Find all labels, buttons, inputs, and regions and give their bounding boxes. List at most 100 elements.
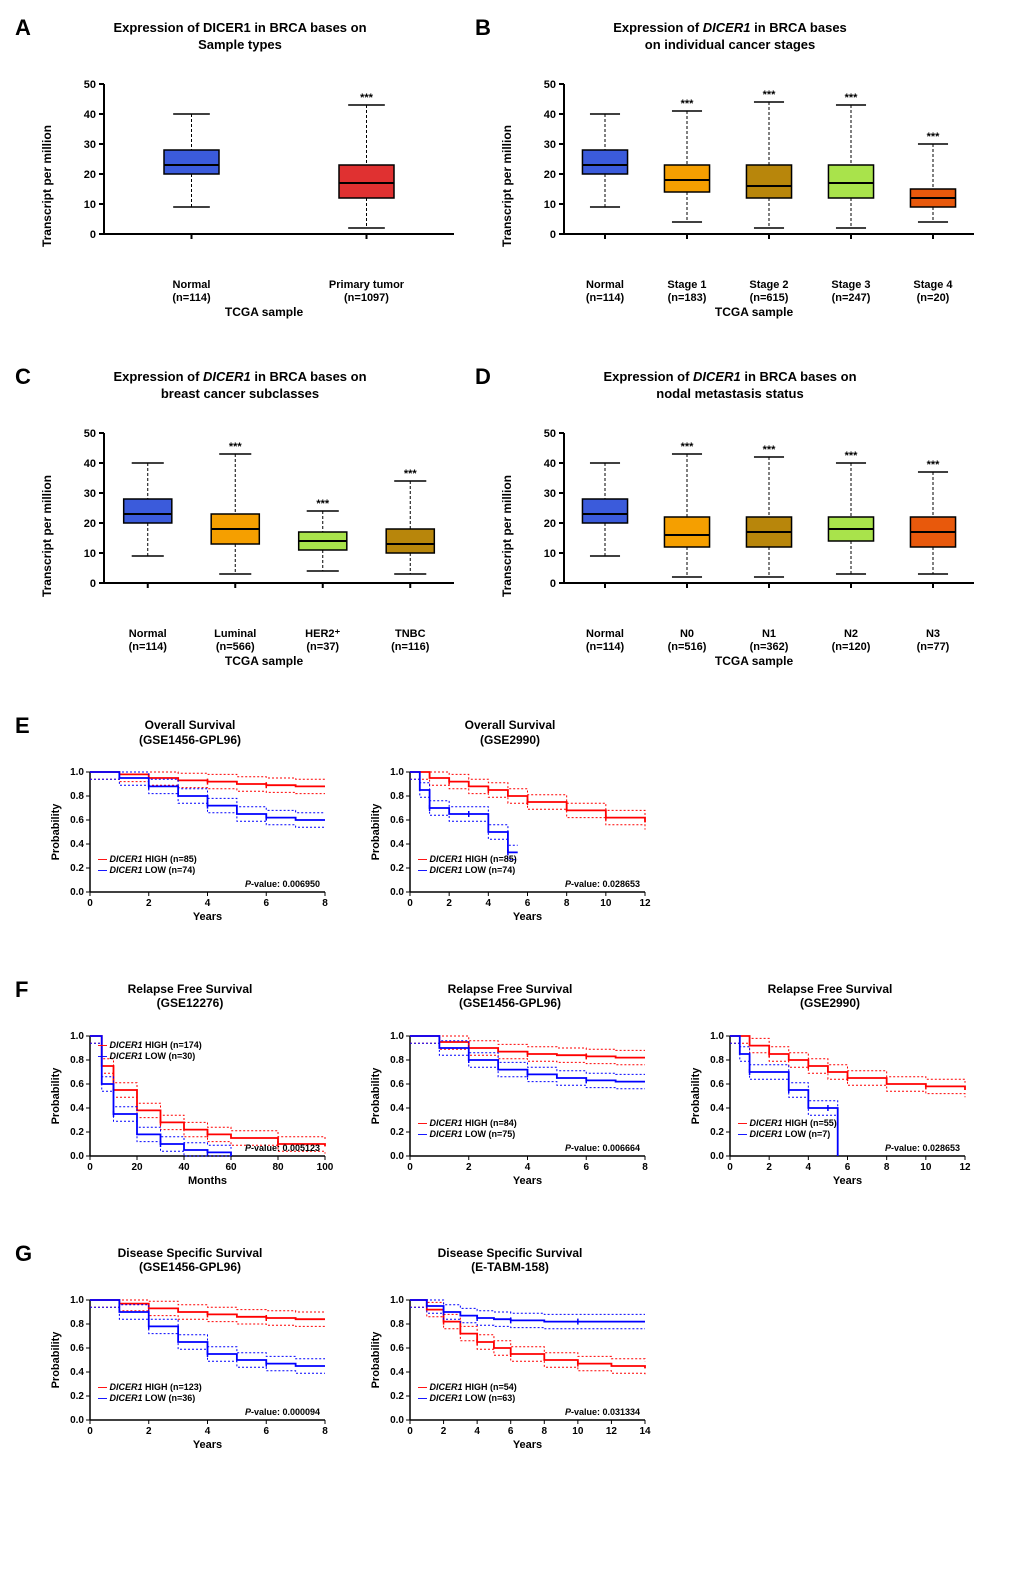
panel-label: C [15, 364, 31, 390]
svg-text:***: *** [845, 450, 859, 462]
svg-text:0.8: 0.8 [390, 791, 404, 802]
svg-text:8: 8 [564, 898, 570, 909]
boxplot-chart: 01020304050************ [514, 403, 994, 623]
svg-text:0.4: 0.4 [70, 1103, 84, 1114]
svg-text:50: 50 [84, 428, 96, 440]
category-label: TNBC(n=116) [367, 628, 455, 654]
svg-text:0.2: 0.2 [70, 1127, 84, 1138]
svg-text:0.8: 0.8 [390, 1319, 404, 1330]
boxplot-chart: 01020304050*** [54, 54, 474, 274]
svg-text:20: 20 [544, 518, 556, 530]
svg-text:***: *** [927, 131, 941, 143]
svg-text:P-value: 0.000094: P-value: 0.000094 [245, 1407, 320, 1417]
svg-text:Probability: Probability [370, 1067, 382, 1125]
svg-text:100: 100 [317, 1162, 334, 1173]
svg-text:40: 40 [84, 109, 96, 121]
svg-text:30: 30 [544, 139, 556, 151]
svg-text:0.4: 0.4 [390, 1367, 404, 1378]
survival-chart: 0.00.20.40.60.81.002468— DICER1 HIGH (n=… [365, 1011, 655, 1191]
svg-text:0: 0 [727, 1162, 733, 1173]
boxplot-panel: CExpression of DICER1 in BRCA bases onbr… [20, 369, 440, 668]
svg-text:1.0: 1.0 [390, 767, 404, 778]
svg-text:40: 40 [544, 458, 556, 470]
svg-text:50: 50 [544, 79, 556, 91]
svg-text:***: *** [763, 89, 777, 101]
svg-text:0.2: 0.2 [390, 863, 404, 874]
svg-text:10: 10 [920, 1162, 932, 1173]
svg-text:6: 6 [583, 1162, 589, 1173]
panel-label: G [15, 1241, 32, 1267]
panel-label: D [475, 364, 491, 390]
svg-text:0.4: 0.4 [710, 1103, 724, 1114]
svg-text:***: *** [763, 444, 777, 456]
y-axis-label: Transcript per million [500, 475, 514, 597]
svg-text:— DICER1 HIGH (n=55): — DICER1 HIGH (n=55) [738, 1118, 837, 1128]
svg-text:— DICER1 LOW (n=74): — DICER1 LOW (n=74) [418, 865, 515, 875]
svg-text:P-value: 0.028653: P-value: 0.028653 [565, 879, 640, 889]
svg-text:— DICER1 LOW (n=74): — DICER1 LOW (n=74) [98, 865, 195, 875]
x-axis-label: TCGA sample [54, 305, 474, 319]
svg-text:Probability: Probability [50, 803, 62, 861]
category-label: Normal(n=114) [104, 279, 279, 305]
svg-text:0.0: 0.0 [70, 1151, 84, 1162]
svg-text:30: 30 [84, 139, 96, 151]
svg-text:0.2: 0.2 [710, 1127, 724, 1138]
svg-text:***: *** [404, 468, 418, 480]
svg-text:10: 10 [84, 548, 96, 560]
category-label: Primary tumor(n=1097) [279, 279, 454, 305]
survival-panel: Disease Specific Survival(GSE1456-GPL96)… [45, 1246, 335, 1460]
boxplot-chart: 01020304050************ [514, 54, 994, 274]
svg-text:— DICER1 LOW (n=30): — DICER1 LOW (n=30) [98, 1051, 195, 1061]
boxplot-chart: 01020304050********* [54, 403, 474, 623]
svg-text:14: 14 [639, 1426, 651, 1437]
svg-text:Years: Years [193, 911, 222, 923]
svg-text:0.2: 0.2 [70, 863, 84, 874]
x-axis-label: TCGA sample [54, 654, 474, 668]
svg-text:0: 0 [87, 1162, 93, 1173]
svg-text:0: 0 [550, 229, 556, 241]
svg-text:20: 20 [131, 1162, 143, 1173]
survival-row: EOverall Survival(GSE1456-GPL96)0.00.20.… [20, 718, 655, 932]
svg-text:0.2: 0.2 [70, 1391, 84, 1402]
svg-text:8: 8 [322, 1426, 328, 1437]
svg-text:0.4: 0.4 [70, 1367, 84, 1378]
svg-text:— DICER1 LOW (n=63): — DICER1 LOW (n=63) [418, 1393, 515, 1403]
category-label: Stage 1(n=183) [646, 279, 728, 305]
svg-text:0.0: 0.0 [70, 887, 84, 898]
svg-text:0: 0 [87, 1426, 93, 1437]
svg-text:0.6: 0.6 [70, 1079, 84, 1090]
svg-text:2: 2 [446, 898, 452, 909]
svg-text:***: *** [229, 441, 243, 453]
svg-text:0.2: 0.2 [390, 1127, 404, 1138]
chart-title: Expression of DICER1 in BRCA bases onSam… [40, 20, 440, 54]
svg-text:12: 12 [639, 898, 651, 909]
svg-text:4: 4 [806, 1162, 812, 1173]
svg-text:4: 4 [474, 1426, 480, 1437]
svg-text:2: 2 [146, 898, 152, 909]
svg-text:0.6: 0.6 [390, 1343, 404, 1354]
chart-title: Expression of DICER1 in BRCA bases onbre… [40, 369, 440, 403]
svg-text:0.0: 0.0 [390, 1415, 404, 1426]
svg-text:P-value: 0.028653: P-value: 0.028653 [885, 1143, 960, 1153]
chart-title: Expression of DICER1 in BRCA bases onnod… [500, 369, 960, 403]
survival-chart: 0.00.20.40.60.81.002468— DICER1 HIGH (n=… [45, 747, 335, 927]
category-label: N2(n=120) [810, 628, 892, 654]
svg-text:***: *** [316, 498, 330, 510]
svg-text:10: 10 [544, 548, 556, 560]
svg-text:P-value: 0.006950: P-value: 0.006950 [245, 879, 320, 889]
svg-text:***: *** [927, 459, 941, 471]
svg-text:***: *** [681, 441, 695, 453]
survival-title: Overall Survival(GSE2990) [365, 718, 655, 747]
x-axis-label: TCGA sample [514, 305, 994, 319]
svg-text:— DICER1 LOW (n=36): — DICER1 LOW (n=36) [98, 1393, 195, 1403]
svg-text:4: 4 [525, 1162, 531, 1173]
svg-text:1.0: 1.0 [70, 1295, 84, 1306]
svg-text:0.0: 0.0 [390, 1151, 404, 1162]
survival-title: Disease Specific Survival(GSE1456-GPL96) [45, 1246, 335, 1275]
y-axis-label: Transcript per million [40, 475, 54, 597]
svg-text:2: 2 [146, 1426, 152, 1437]
svg-text:10: 10 [572, 1426, 584, 1437]
survival-title: Relapse Free Survival(GSE12276) [45, 982, 335, 1011]
svg-text:0: 0 [90, 229, 96, 241]
survival-chart: 0.00.20.40.60.81.0024681012— DICER1 HIGH… [365, 747, 655, 927]
